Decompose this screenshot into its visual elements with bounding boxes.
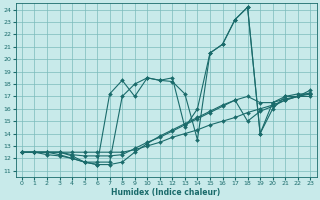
X-axis label: Humidex (Indice chaleur): Humidex (Indice chaleur)	[111, 188, 221, 197]
